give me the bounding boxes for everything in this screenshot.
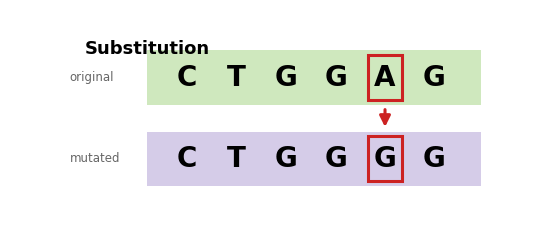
Bar xyxy=(147,131,480,186)
Text: original: original xyxy=(70,71,114,84)
Text: G: G xyxy=(324,64,347,92)
Text: T: T xyxy=(227,64,246,92)
Text: A: A xyxy=(374,64,396,92)
Text: G: G xyxy=(374,145,397,173)
Bar xyxy=(368,136,402,181)
Text: T: T xyxy=(227,145,246,173)
Text: Substitution: Substitution xyxy=(84,40,209,58)
Text: G: G xyxy=(275,145,298,173)
Text: mutated: mutated xyxy=(70,152,120,165)
Bar xyxy=(368,55,402,100)
Text: C: C xyxy=(177,64,197,92)
Bar xyxy=(147,50,480,105)
Text: G: G xyxy=(275,64,298,92)
Text: G: G xyxy=(324,145,347,173)
Text: G: G xyxy=(423,145,446,173)
FancyBboxPatch shape xyxy=(61,25,493,207)
Text: G: G xyxy=(423,64,446,92)
Text: C: C xyxy=(177,145,197,173)
